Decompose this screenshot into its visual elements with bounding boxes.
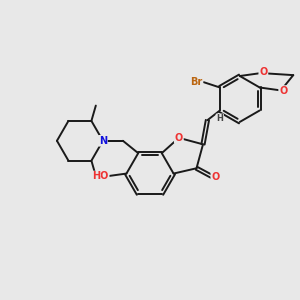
Text: O: O (279, 86, 287, 96)
Text: O: O (175, 133, 183, 143)
Text: N: N (99, 136, 107, 146)
Text: Br: Br (190, 77, 202, 87)
Text: H: H (216, 114, 223, 123)
Text: O: O (211, 172, 220, 182)
Text: HO: HO (92, 172, 109, 182)
Text: O: O (259, 68, 268, 77)
